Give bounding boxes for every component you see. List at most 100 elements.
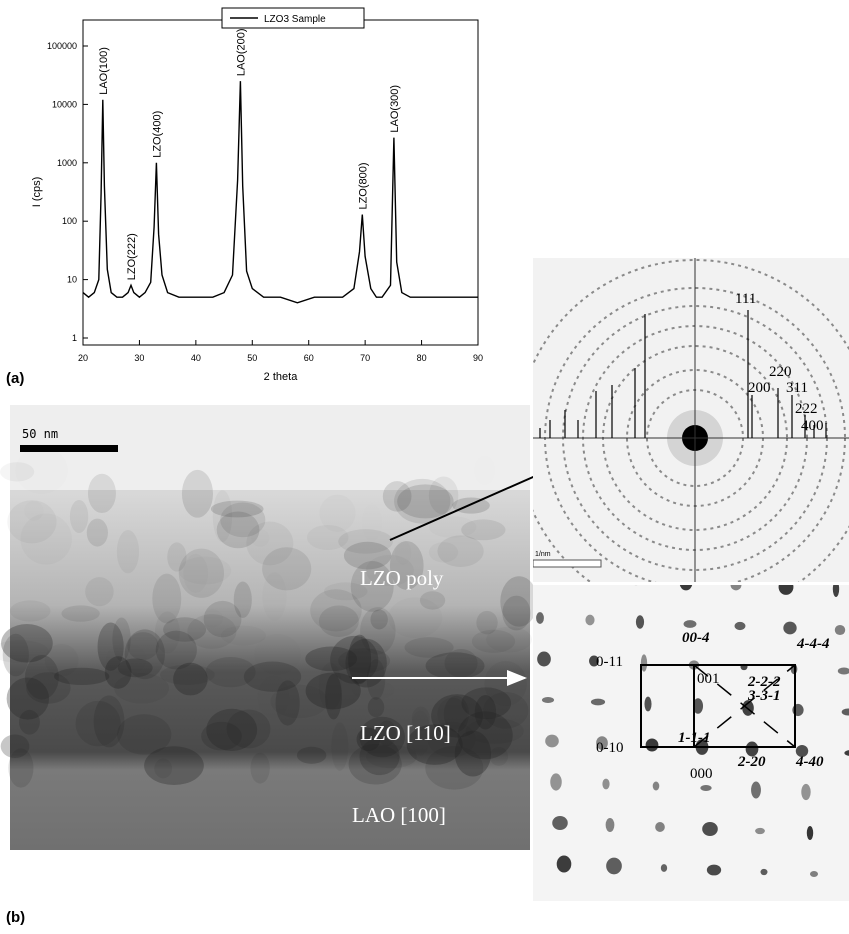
scale-bar-label: 1/nm [535,551,551,558]
grain [472,630,515,653]
grain [250,753,269,784]
grain [383,481,412,512]
grain [319,662,342,710]
spot [542,697,554,703]
grain [26,672,70,704]
spot [606,818,615,832]
ring-index: 222 [795,401,818,417]
spot [810,871,818,877]
y-tick-label: 1000 [57,158,77,168]
grain [319,605,359,637]
grain [183,554,208,593]
spot [735,622,746,630]
ring-index: 200 [748,380,771,396]
spot [585,615,594,626]
grain [490,747,508,766]
spot [536,612,544,624]
spot-index: 4-4-4 [796,636,830,652]
peak-label: LZO(800) [357,162,369,209]
spot [591,699,605,706]
grain [276,680,300,725]
y-tick-label: 10000 [52,99,77,109]
spot-index: 00-4 [682,630,710,646]
spot-index: 0-11 [596,654,623,670]
spot [761,869,768,875]
grain [429,542,458,562]
peak-label: LZO(400) [151,111,163,158]
figure: (a) (b) 50 nm LZO poly LZO [110] LAO [10… [0,0,849,929]
x-tick-label: 30 [134,353,144,363]
grain [70,500,88,533]
grain [117,530,139,573]
spot [702,822,718,836]
grain [7,500,56,543]
ring-index: 220 [769,364,792,380]
spot [807,826,813,840]
grain [173,663,208,696]
xrd-chart: 20304050607080901101001000100001000002 t… [31,8,483,383]
panel-label: (a) [6,370,24,387]
grain [8,748,33,787]
spot [602,779,609,790]
grain [10,600,51,621]
spot [751,782,761,799]
grain [85,577,113,606]
spot [545,735,559,748]
ring-index: 111 [735,291,756,307]
grain [429,476,458,514]
grain [297,747,326,764]
grain [307,525,349,550]
x-tick-label: 80 [417,353,427,363]
y-tick-label: 1 [72,333,77,343]
grain [368,697,384,717]
spot [835,625,845,635]
spot [661,864,667,872]
spot [557,856,572,873]
spot [801,784,810,800]
y-tick-label: 100000 [47,41,77,51]
grain [45,644,79,676]
grain [167,542,186,571]
grain [262,572,286,621]
peak-label: LAO(100) [98,47,110,95]
spot-index: 2-20 [737,754,766,770]
grain [426,652,485,679]
ring-index: 311 [786,380,808,396]
grain [88,474,116,513]
x-tick-label: 50 [247,353,257,363]
x-tick-label: 20 [78,353,88,363]
grain [15,447,68,494]
grain [455,731,491,777]
plot-frame [83,20,478,345]
grain [87,519,108,547]
spot [644,697,651,712]
spot [646,739,659,752]
spot [684,620,697,628]
grain [1,624,53,663]
grain [420,591,445,609]
spot-index: 1-1-1 [678,730,711,746]
spot-index: 001 [697,671,720,687]
spot [653,782,660,791]
grain [61,605,99,621]
scale-bar-label: 50 nm [22,427,58,441]
x-tick-label: 70 [360,353,370,363]
spot [700,785,711,791]
grain [94,695,125,747]
grain [19,710,40,735]
spot [707,865,721,876]
x-tick-label: 60 [304,353,314,363]
spot [606,858,622,875]
spot-index: 3-3-1 [747,688,781,704]
spot [655,822,665,832]
grain [211,501,264,518]
layer-label: LZO poly [360,566,444,590]
grain [348,635,371,684]
grain [106,643,147,675]
grain [361,503,382,542]
data-line [83,81,478,303]
layer-label: LZO [110] [360,721,451,745]
grain [474,455,496,485]
x-axis-label: 2 theta [264,371,299,383]
peak-label: LZO(222) [126,233,138,280]
